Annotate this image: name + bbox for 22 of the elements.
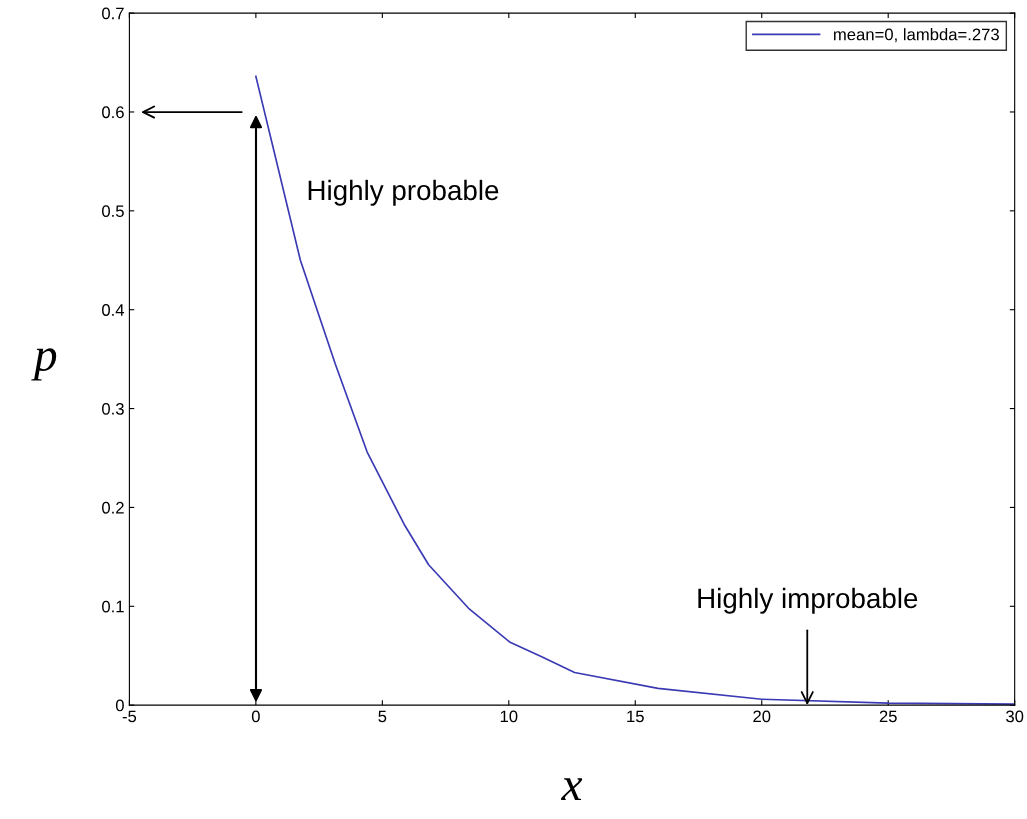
x-axis-title: x: [560, 778, 583, 800]
x-tick-label: 0: [251, 710, 260, 723]
y-tick-label: 0.5: [102, 205, 124, 218]
x-tick-label: 10: [500, 710, 518, 723]
y-tick-label: 0: [115, 699, 124, 712]
y-tick-label: 0.7: [102, 7, 124, 20]
y-tick-label: 0.2: [102, 501, 124, 514]
annotation: Highly probable: [308, 179, 499, 206]
x-tick-label: 30: [1006, 710, 1024, 723]
y-tick-label: 0.3: [102, 402, 124, 415]
y-tick-label: 0.1: [102, 600, 124, 613]
x-tick-label: 15: [627, 710, 644, 723]
legend-label: mean=0, lambda=.273: [834, 28, 999, 43]
x-tick-label: -5: [122, 710, 137, 723]
x-tick-label: 20: [753, 710, 771, 723]
annotation: Highly improbable: [698, 587, 918, 614]
x-tick-label: 25: [879, 710, 897, 723]
line-series: [255, 75, 1015, 706]
x-tick-label: 5: [378, 710, 387, 723]
y-axis-title: p: [31, 348, 57, 381]
y-tick-label: 0.4: [102, 304, 125, 316]
y-tick-label: 0.6: [102, 106, 124, 119]
